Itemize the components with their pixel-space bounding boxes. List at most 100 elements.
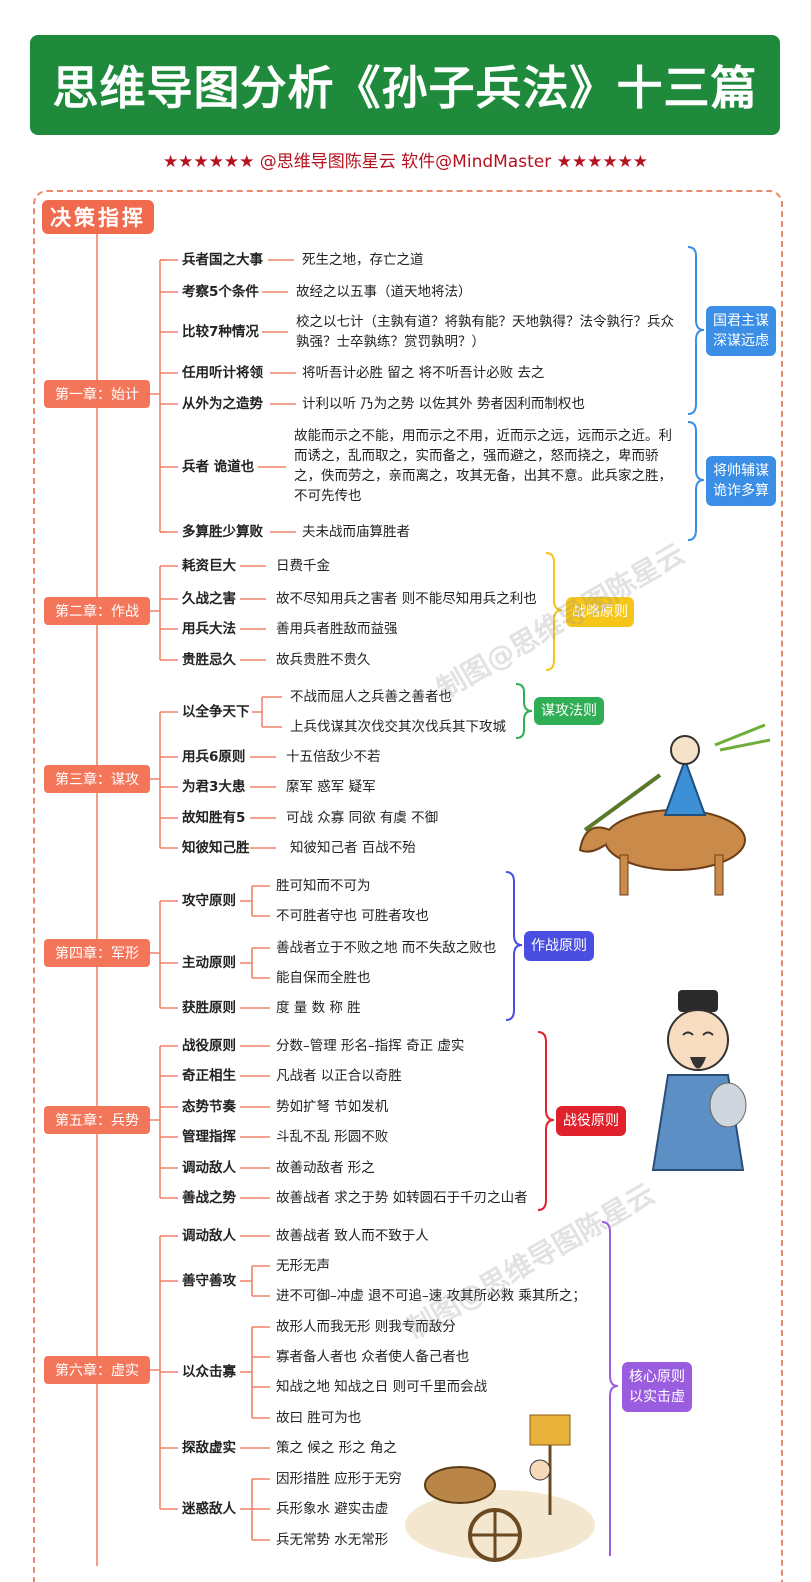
- ch6-item-3-sub-1: 故形人而我无形 则我专而敌分: [276, 1319, 456, 1335]
- ch3-item-1-key: 以全争天下: [182, 704, 250, 720]
- ch3-item-4-key: 故知胜有5: [182, 810, 246, 826]
- ch1-item-2-key: 考察5个条件: [182, 284, 259, 300]
- ch6-item-2-sub-1: 无形无声: [276, 1258, 330, 1274]
- ch5-item-3-text: 势如扩弩 节如发机: [276, 1099, 389, 1115]
- ch1-item-6-text: 故能而示之不能，用而示之不用，近而示之远，远而示之近。利而诱之，乱而取之，实而备…: [294, 428, 672, 504]
- ch5-item-2-text: 凡战者 以正合以奇胜: [276, 1068, 402, 1084]
- brace-ch5: [537, 1031, 555, 1211]
- ch6-item-1-text: 故善战者 致人而不致于人: [276, 1228, 429, 1244]
- ch2-item-1-text: 日费千金: [276, 558, 330, 574]
- ch3-item-2-text: 十五倍敌少不若: [286, 749, 381, 765]
- ch6-branch: [150, 1235, 178, 1510]
- root-node: 决策指挥: [42, 200, 154, 234]
- ch3-item-3-text: 縻军 惑军 疑军: [286, 779, 376, 795]
- strategist-illustration: [651, 990, 747, 1171]
- ch3-tag: 谋攻法则: [534, 697, 604, 725]
- ch6-item-5-sub-3: 兵无常势 水无常形: [276, 1532, 389, 1548]
- ch6-tag-line-2: 以实击虚: [629, 1389, 685, 1405]
- ch1-item-1-key: 兵者国之大事: [182, 252, 263, 268]
- ch5-item-1-key: 战役原则: [182, 1038, 236, 1054]
- credit-line: ★★★★★★ @思维导图陈星云 软件@MindMaster ★★★★★★: [162, 152, 649, 172]
- ch3-tag-line-1: 谋攻法则: [541, 703, 597, 719]
- brace-ch4: [505, 871, 523, 1021]
- ch2-branch: [150, 565, 178, 661]
- chapter-6-node: 第六章：虚实: [44, 1356, 150, 1384]
- ch6-item-4-text: 策之 候之 形之 角之: [276, 1440, 397, 1456]
- ch4-item-3-key: 获胜原则: [182, 1000, 236, 1016]
- ch2-item-3-key: 用兵大法: [182, 621, 236, 637]
- ch5-item-5-text: 故善动敌者 形之: [276, 1160, 375, 1176]
- ch6-item-3-sub-4: 故曰 胜可为也: [276, 1410, 362, 1426]
- ch1-tag-1-line-2: 深谋远虑: [713, 333, 769, 349]
- ch1-item-4-key: 任用听计将领: [182, 365, 263, 381]
- ch1-item-7-text: 夫未战而庙算胜者: [302, 524, 410, 540]
- brace-ch6: [601, 1221, 619, 1556]
- ch6-item-2-key: 善守善攻: [182, 1273, 236, 1289]
- mindmap-frame: [33, 190, 783, 1582]
- ch1-item-5-text: 计利以听 乃为之势 以佐其外 势者因利而制权也: [302, 396, 585, 412]
- ch3-item-3-key: 为君3大患: [182, 779, 246, 795]
- ch6-item-3-sub-3: 知战之地 知战之日 则可千里而会战: [276, 1379, 488, 1395]
- ch6-item-2-sub-2: 进不可御–冲虚 退不可追–速 攻其所必救 乘其所之；: [276, 1288, 586, 1304]
- ch6-tag-line-1: 核心原则: [629, 1369, 685, 1385]
- brace-ch1-a: [687, 246, 705, 415]
- ch4-item-2-sub-1: 善战者立于不败之地 而不失敌之败也: [276, 940, 497, 956]
- ch5-item-3-key: 态势节奏: [182, 1099, 236, 1115]
- ch4-item-1-sub-2: 不可胜者守也 可胜者攻也: [276, 908, 429, 924]
- ch1-tag-2-line-2: 诡诈多算: [713, 483, 769, 499]
- ch3-item-4-text: 可战 众寡 同欲 有虞 不御: [286, 810, 439, 826]
- ch1-item-7-key: 多算胜少算败: [182, 524, 263, 540]
- ch3-item-1-sub-1: 不战而屈人之兵善之善者也: [290, 689, 452, 705]
- title-banner: 思维导图分析《孙子兵法》十三篇: [30, 35, 780, 135]
- ch5-item-2-key: 奇正相生: [182, 1068, 236, 1084]
- ch1-tag-2-line-1: 将帅辅谋: [713, 463, 769, 479]
- ch1-item-1-text: 死生之地，存亡之道: [302, 252, 424, 268]
- ch5-item-5-key: 调动敌人: [182, 1160, 236, 1176]
- ch1-tag-1: 国君主谋 深谋远虑: [706, 306, 776, 356]
- ch2-item-2-text: 故不尽知用兵之害者 则不能尽知用兵之利也: [276, 591, 537, 607]
- ch6-item-5-sub-2: 兵形象水 避实击虚: [276, 1501, 389, 1517]
- ch2-item-4-text: 故兵贵胜不贵久: [276, 652, 371, 668]
- ch1-item-2-text: 故经之以五事（道天地将法）: [296, 284, 472, 300]
- ch4-item-1-key: 攻守原则: [182, 893, 236, 909]
- brace-ch2: [545, 552, 563, 671]
- ch4-item-3-text: 度 量 数 称 胜: [276, 1000, 361, 1016]
- ch1-item-3-text: 校之以七计（主孰有道？将孰有能？天地孰得？法令孰行？兵众孰强？士卒孰练？赏罚孰明…: [296, 314, 674, 350]
- ch6-item-3-key: 以众击寡: [182, 1364, 236, 1380]
- ch1-item-4-text: 将听吾计必胜 留之 将不听吾计必败 去之: [302, 365, 545, 381]
- brace-ch1-b: [687, 421, 705, 541]
- ch1-branch: [150, 259, 166, 533]
- ch1-tag-2: 将帅辅谋 诡诈多算: [706, 456, 776, 506]
- chapter-3-node: 第三章：谋攻: [44, 765, 150, 793]
- ch1-item-6-key: 兵者 诡道也: [182, 459, 255, 475]
- ch4-branch: [150, 900, 178, 1009]
- ch3-item-2-key: 用兵6原则: [182, 749, 246, 765]
- ch5-item-6-key: 善战之势: [182, 1190, 236, 1206]
- ch6-item-5-sub-1: 因形措胜 应形于无穷: [276, 1471, 402, 1487]
- ch5-branch: [150, 1045, 178, 1199]
- chapter-1-node: 第一章：始计: [44, 380, 150, 408]
- ch1-item-3-key: 比较7种情况: [182, 324, 259, 340]
- ch4-item-2-key: 主动原则: [182, 955, 236, 971]
- ch4-tag: 作战原则: [524, 931, 594, 961]
- ch4-item-1-sub-1: 胜可知而不可为: [276, 878, 371, 894]
- brace-ch3: [515, 683, 533, 739]
- chapter-5-node: 第五章：兵势: [44, 1106, 150, 1134]
- ch1-tag-1-line-1: 国君主谋: [713, 313, 769, 329]
- horseman-illustration: [578, 723, 771, 896]
- ch4-item-2-sub-2: 能自保而全胜也: [276, 970, 371, 986]
- ch6-item-5-key: 迷惑敌人: [182, 1501, 236, 1517]
- ch3-branch: [150, 711, 178, 849]
- ch5-item-4-key: 管理指挥: [182, 1129, 236, 1145]
- page-title: 思维导图分析《孙子兵法》十三篇: [52, 61, 758, 115]
- ch5-tag-line-1: 战役原则: [563, 1113, 619, 1129]
- ch2-item-2-key: 久战之害: [182, 591, 236, 607]
- ch1-item-5-key: 从外为之造势: [182, 396, 263, 412]
- chapter-4-node: 第四章：军形: [44, 939, 150, 967]
- ch3-item-5-key: 知彼知己胜: [182, 840, 250, 856]
- chariot-illustration: [405, 1414, 595, 1562]
- ch5-item-6-text: 故善战者 求之于势 如转圆石于千刃之山者: [276, 1190, 528, 1206]
- ch5-item-4-text: 斗乱不乱 形圆不败: [276, 1129, 389, 1145]
- ch6-tag: 核心原则 以实击虚: [622, 1362, 692, 1412]
- ch2-item-1-key: 耗资巨大: [182, 558, 236, 574]
